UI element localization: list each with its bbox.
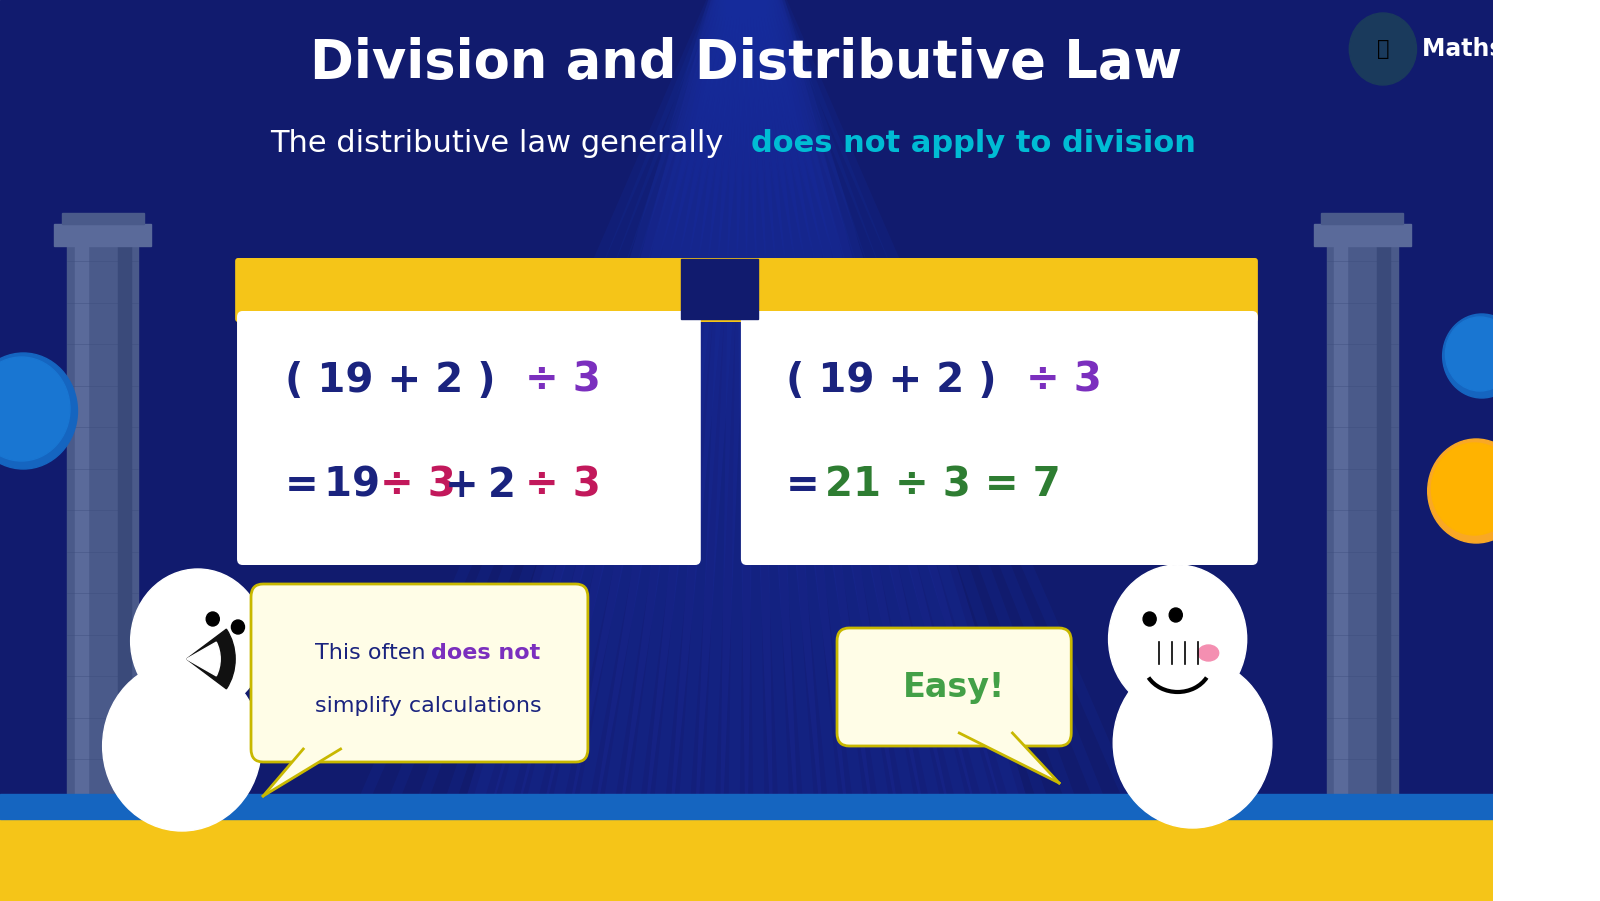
Text: does not: does not [430, 643, 541, 663]
Bar [1326, 241, 1398, 816]
Circle shape [0, 357, 70, 461]
Polygon shape [262, 749, 341, 796]
Text: does not apply to division: does not apply to division [750, 129, 1197, 158]
Bar [0, 819, 1493, 901]
Circle shape [0, 353, 77, 469]
FancyBboxPatch shape [251, 584, 587, 762]
Text: =: = [285, 466, 333, 506]
Circle shape [1142, 612, 1157, 626]
Bar [1334, 241, 1347, 816]
Ellipse shape [1198, 645, 1219, 661]
Bar [67, 241, 138, 816]
Bar [117, 241, 131, 816]
Text: ÷ 3: ÷ 3 [525, 361, 602, 401]
Bar [1314, 224, 1411, 246]
Bar [75, 241, 88, 816]
Text: Maths Angel: Maths Angel [1422, 37, 1587, 61]
Bar [682, 259, 758, 319]
FancyBboxPatch shape [237, 311, 701, 565]
Text: ( 19 + 2 ): ( 19 + 2 ) [786, 361, 1010, 401]
Text: ( 19 + 2 ): ( 19 + 2 ) [285, 361, 509, 401]
Circle shape [131, 569, 266, 713]
Circle shape [206, 612, 219, 626]
FancyBboxPatch shape [837, 628, 1072, 746]
Circle shape [1109, 565, 1246, 713]
Circle shape [1432, 443, 1517, 535]
Bar [1378, 241, 1390, 816]
Wedge shape [187, 629, 235, 689]
Circle shape [1445, 317, 1515, 391]
Text: =: = [786, 466, 834, 506]
Text: The distributive law generally: The distributive law generally [270, 129, 734, 158]
Text: ÷ 3: ÷ 3 [1027, 361, 1102, 401]
Text: 19: 19 [323, 466, 394, 506]
Text: This often: This often [315, 643, 434, 663]
Bar [0, 794, 1493, 819]
FancyBboxPatch shape [741, 311, 1258, 565]
Text: ÷ 3: ÷ 3 [525, 466, 602, 506]
Wedge shape [187, 642, 221, 676]
Circle shape [1170, 608, 1182, 622]
Text: 🦊: 🦊 [1376, 39, 1389, 59]
Circle shape [232, 620, 245, 634]
Text: +: + [445, 466, 493, 506]
Polygon shape [960, 733, 1059, 783]
Circle shape [102, 661, 261, 831]
Text: Easy!: Easy! [902, 670, 1005, 704]
FancyBboxPatch shape [235, 258, 1258, 322]
Circle shape [1114, 658, 1272, 828]
FancyBboxPatch shape [1146, 642, 1210, 664]
Text: 2: 2 [488, 466, 530, 506]
Text: 21 ÷ 3 = 7: 21 ÷ 3 = 7 [826, 466, 1061, 506]
Circle shape [1443, 314, 1522, 398]
Bar [1322, 213, 1403, 224]
Bar [54, 224, 150, 246]
Circle shape [1349, 13, 1416, 85]
Text: Division and Distributive Law: Division and Distributive Law [310, 37, 1182, 89]
Text: ÷ 3: ÷ 3 [379, 466, 456, 506]
Circle shape [1427, 439, 1525, 543]
Text: simplify calculations: simplify calculations [315, 696, 542, 716]
Bar [61, 213, 144, 224]
